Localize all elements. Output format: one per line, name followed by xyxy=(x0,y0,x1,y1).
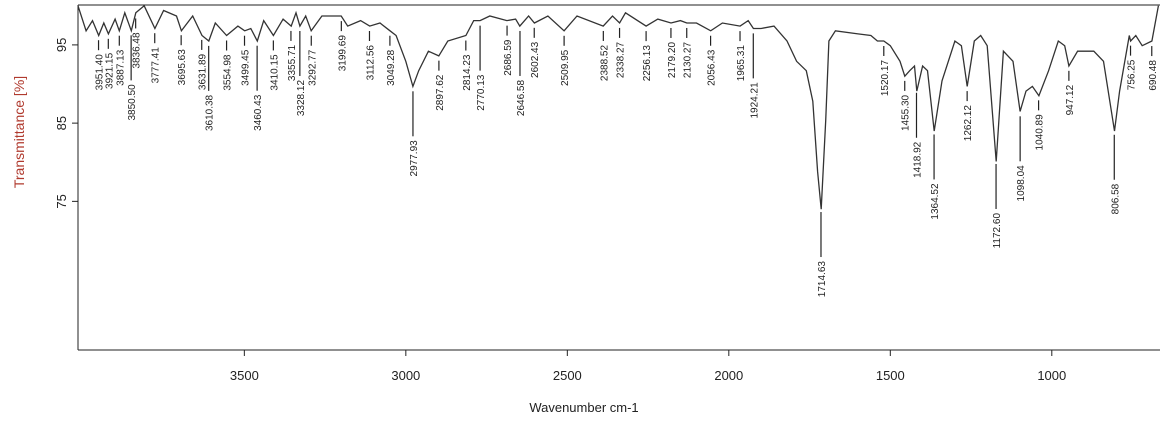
peak-label: 3777.41 xyxy=(151,47,162,84)
y-axis-label: Transmittance [%] xyxy=(11,76,27,188)
x-tick-label: 3000 xyxy=(391,368,420,383)
peak-label: 2338.27 xyxy=(616,41,627,78)
peak-label: 1924.21 xyxy=(749,82,760,119)
x-tick-label: 2500 xyxy=(553,368,582,383)
peak-label: 2130.27 xyxy=(683,42,694,79)
peak-label: 2056.43 xyxy=(707,49,718,86)
peak-label: 1714.63 xyxy=(817,261,828,298)
peak-label: 1262.12 xyxy=(963,105,974,142)
peak-label: 1520.17 xyxy=(880,60,891,97)
peak-label: 3554.98 xyxy=(223,54,234,91)
peak-label: 947.12 xyxy=(1065,84,1076,115)
peak-label: 3951.40 xyxy=(95,54,106,91)
x-tick-label: 1500 xyxy=(876,368,905,383)
peak-label: 2686.59 xyxy=(503,39,514,76)
peak-label: 2977.93 xyxy=(409,140,420,177)
peak-label: 3836.48 xyxy=(132,32,143,69)
peak-label: 3631.89 xyxy=(198,53,209,90)
peak-label: 3610.38 xyxy=(205,94,216,131)
x-tick-label: 1000 xyxy=(1037,368,1066,383)
peak-label: 2509.95 xyxy=(560,49,571,86)
peak-label: 3695.63 xyxy=(177,49,188,86)
peak-label: 1040.89 xyxy=(1035,114,1046,151)
peak-label: 2388.52 xyxy=(599,45,610,82)
y-tick-label: 95 xyxy=(54,38,69,52)
peak-label: 2179.20 xyxy=(667,42,678,79)
peak-label: 1455.30 xyxy=(901,94,912,131)
peak-label: 3887.13 xyxy=(115,49,126,86)
y-tick-label: 85 xyxy=(54,116,69,130)
peak-label: 3410.15 xyxy=(269,54,280,91)
peak-label: 1172.60 xyxy=(992,213,1003,249)
peak-label: 3850.50 xyxy=(127,84,138,121)
peak-label: 3049.28 xyxy=(386,49,397,86)
peak-label: 2897.62 xyxy=(435,74,446,111)
peak-label: 1098.04 xyxy=(1016,165,1027,202)
x-tick-label: 2000 xyxy=(714,368,743,383)
peak-label: 806.58 xyxy=(1110,183,1121,214)
peak-label: 2770.13 xyxy=(476,74,487,111)
peak-label: 3328.12 xyxy=(296,80,307,117)
peak-label: 2602.43 xyxy=(530,41,541,78)
peak-label: 3460.43 xyxy=(253,94,264,131)
x-axis-label: Wavenumber cm-1 xyxy=(529,400,638,415)
peak-label: 2646.58 xyxy=(516,80,527,117)
peak-label: 1418.92 xyxy=(912,141,923,178)
peak-label: 3199.69 xyxy=(337,35,348,72)
peak-label: 3292.77 xyxy=(307,49,318,86)
peak-label: 2256.13 xyxy=(642,45,653,82)
peak-label: 690.48 xyxy=(1148,60,1159,91)
x-tick-label: 3500 xyxy=(230,368,259,383)
peak-label: 3921.15 xyxy=(104,52,115,89)
peak-label: 2814.23 xyxy=(462,54,473,91)
peak-label: 3112.56 xyxy=(365,45,376,81)
peak-label: 1364.52 xyxy=(930,183,941,220)
spectrum-line xyxy=(77,4,1160,210)
peak-label: 3499.45 xyxy=(241,49,252,86)
y-tick-label: 75 xyxy=(54,194,69,208)
peak-label: 756.25 xyxy=(1127,59,1138,90)
peak-label: 1965.31 xyxy=(736,45,747,82)
peak-label: 3355.71 xyxy=(287,44,298,81)
